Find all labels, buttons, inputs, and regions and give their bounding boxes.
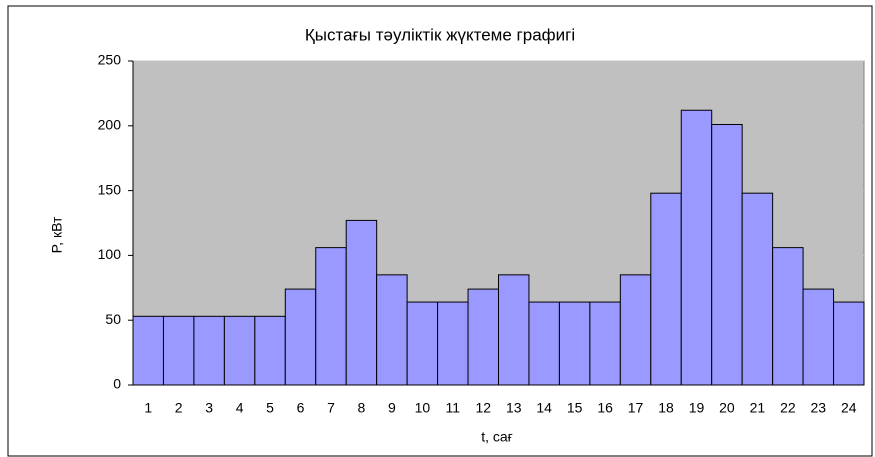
x-tick-label: 12 xyxy=(475,400,491,416)
bar xyxy=(254,315,286,386)
bar xyxy=(132,315,164,386)
x-tick-label: 22 xyxy=(780,400,796,416)
x-tick-label: 19 xyxy=(689,400,705,416)
bar xyxy=(193,315,225,386)
bar xyxy=(619,274,652,386)
x-tick-label: 20 xyxy=(719,400,735,416)
y-tick-label: 50 xyxy=(105,311,121,327)
x-tick-label: 18 xyxy=(658,400,674,416)
x-tick-label: 9 xyxy=(388,400,396,416)
x-tick-label: 21 xyxy=(750,400,766,416)
bar xyxy=(833,301,865,386)
bar xyxy=(528,301,560,386)
bar xyxy=(223,315,256,386)
x-tick-label: 16 xyxy=(597,400,613,416)
x-tick-label: 23 xyxy=(811,400,827,416)
bar xyxy=(467,288,499,386)
x-tick-label: 14 xyxy=(536,400,552,416)
x-tick-label: 2 xyxy=(175,400,183,416)
x-tick-label: 11 xyxy=(446,400,461,416)
bar xyxy=(741,192,774,386)
x-tick-label: 8 xyxy=(358,400,366,416)
bar xyxy=(589,301,621,386)
x-tick-label: 7 xyxy=(327,400,335,416)
x-tick-label: 17 xyxy=(628,400,644,416)
y-tick-label: 150 xyxy=(98,181,122,197)
x-tick-label: 1 xyxy=(144,400,152,416)
x-tick-label: 4 xyxy=(236,400,244,416)
bar xyxy=(376,274,408,386)
bar xyxy=(772,247,804,386)
x-tick-label: 10 xyxy=(415,400,431,416)
y-tick-label: 200 xyxy=(98,117,122,133)
bar xyxy=(558,301,591,386)
x-tick-label: 24 xyxy=(841,400,857,416)
bar xyxy=(284,288,317,386)
bar xyxy=(315,247,347,386)
bar xyxy=(406,301,439,386)
y-tick-label: 100 xyxy=(98,246,122,262)
bar xyxy=(802,288,835,386)
x-axis-title: t, сағ xyxy=(481,429,513,445)
bar xyxy=(162,315,195,386)
y-axis-title: P, кВт xyxy=(49,216,65,253)
y-tick-label: 250 xyxy=(98,52,122,68)
x-tick-label: 15 xyxy=(567,400,583,416)
chart-title: Қыстағы тәуліктік жүктеме графигі xyxy=(305,25,575,44)
bar xyxy=(345,219,378,386)
x-tick-label: 13 xyxy=(506,400,522,416)
bar xyxy=(437,301,469,386)
bar xyxy=(498,274,530,386)
x-tick-label: 6 xyxy=(297,400,305,416)
y-tick-label: 0 xyxy=(113,376,121,392)
x-tick-label: 5 xyxy=(266,400,274,416)
bar xyxy=(650,192,682,386)
bar xyxy=(711,124,743,386)
x-tick-label: 3 xyxy=(205,400,213,416)
bar xyxy=(680,109,713,386)
